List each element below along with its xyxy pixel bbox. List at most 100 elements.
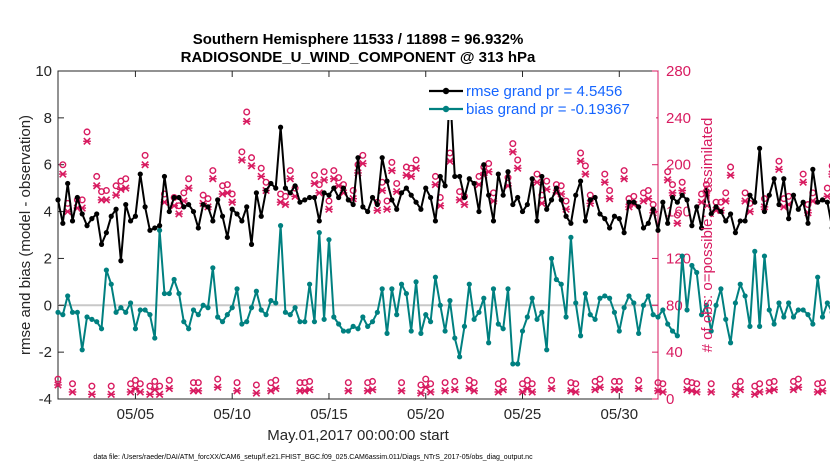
obs-possible-point (122, 175, 130, 183)
rmse-point (336, 194, 342, 201)
obs-possible-point (112, 182, 120, 190)
rmse-point (645, 220, 651, 226)
obs-assimilated-point (92, 182, 101, 190)
rmse-point (771, 176, 777, 182)
obs-assimilated-point (397, 387, 406, 395)
bias-point (665, 321, 671, 327)
bias-point (108, 281, 114, 287)
obs-possible-point (306, 377, 314, 385)
obs-possible-point (470, 379, 478, 387)
obs-assimilated-point (228, 198, 237, 206)
obs-assimilated-point (329, 175, 338, 183)
obs-assimilated-point (126, 388, 135, 396)
rmse-point (161, 173, 168, 180)
rmse-point (713, 204, 719, 210)
bias-point (447, 298, 453, 304)
rmse-point (65, 180, 71, 187)
rmse-point (761, 208, 768, 215)
rmse-point (524, 201, 530, 208)
obs-possible-point (180, 189, 188, 197)
bias-point (118, 305, 124, 311)
bias-point (74, 309, 80, 315)
bias-point (457, 354, 463, 360)
obs-possible-point (146, 382, 154, 390)
obs-assimilated-point (741, 197, 749, 205)
obs-assimilated-point (238, 156, 246, 164)
obs-assimilated-point (600, 178, 609, 187)
x-tick-label: 05/05 (117, 406, 155, 423)
obs-possible-point (606, 186, 614, 194)
rmse-point (195, 225, 201, 231)
rmse-point (819, 197, 826, 203)
bias-point (137, 307, 143, 313)
obs-possible-point (223, 181, 231, 189)
obs-assimilated-point (571, 388, 580, 396)
rmse-point (437, 173, 443, 180)
rmse-point (795, 206, 801, 212)
rmse-point (166, 208, 172, 215)
bias-point (79, 347, 85, 353)
obs-possible-point (557, 182, 565, 190)
bias-point (703, 302, 709, 308)
rmse-point (703, 187, 709, 194)
bias-point (737, 281, 743, 287)
bias-point (326, 237, 332, 243)
bias-point (766, 307, 772, 313)
obs-assimilated-point (692, 388, 701, 396)
rmse-point (781, 176, 787, 182)
bias-point (157, 227, 163, 233)
rmse-point (548, 197, 555, 203)
obs-possible-point (185, 175, 193, 183)
bias-point (761, 253, 768, 259)
bias-point (219, 319, 226, 325)
bias-point (248, 305, 255, 311)
rmse-point (607, 225, 613, 231)
obs-assimilated-point (441, 387, 449, 395)
y-left-tick-label: 2 (44, 250, 52, 267)
obs-assimilated-point (518, 388, 527, 396)
rmse-point (394, 206, 400, 212)
obs-assimilated-point (175, 210, 183, 218)
bias-point (713, 302, 719, 308)
obs-assimilated-point (770, 385, 778, 394)
rmse-point (340, 185, 347, 191)
bias-point (790, 314, 797, 320)
bias-point (224, 312, 230, 318)
obs-possible-point (199, 191, 207, 199)
rmse-point (737, 218, 743, 224)
bias-point (215, 314, 221, 320)
bias-point (195, 312, 201, 318)
rmse-point (181, 204, 187, 210)
obs-assimilated-point (407, 172, 416, 181)
obs-possible-point (736, 377, 744, 385)
obs-assimilated-point (431, 180, 440, 189)
obs-possible-point (54, 375, 62, 383)
bias-point (689, 262, 695, 269)
obs-possible-point (823, 184, 830, 192)
y-right-tick-label: 120 (666, 250, 691, 267)
rmse-point (660, 199, 666, 205)
obs-assimilated-point (673, 219, 682, 228)
obs-possible-point (248, 154, 256, 162)
obs-possible-point (577, 149, 585, 157)
rmse-point (398, 190, 405, 196)
obs-possible-point (320, 168, 328, 176)
bias-point (200, 302, 206, 308)
rmse-point (297, 199, 303, 205)
obs-assimilated-point (663, 176, 672, 184)
bias-point (786, 300, 792, 306)
obs-possible-point (669, 181, 677, 189)
bias-point (577, 333, 584, 339)
y-left-tick-label: 8 (44, 110, 52, 127)
rmse-point (171, 194, 177, 201)
bias-point (771, 321, 777, 327)
obs-assimilated-point (513, 164, 522, 172)
bias-point (679, 253, 685, 259)
obs-possible-point (794, 375, 802, 383)
bias-point (181, 319, 187, 325)
rmse-point (573, 192, 579, 198)
obs-possible-point (243, 108, 251, 116)
obs-possible-point (59, 161, 67, 169)
obs-possible-point (731, 382, 739, 390)
obs-possible-point (581, 162, 589, 170)
